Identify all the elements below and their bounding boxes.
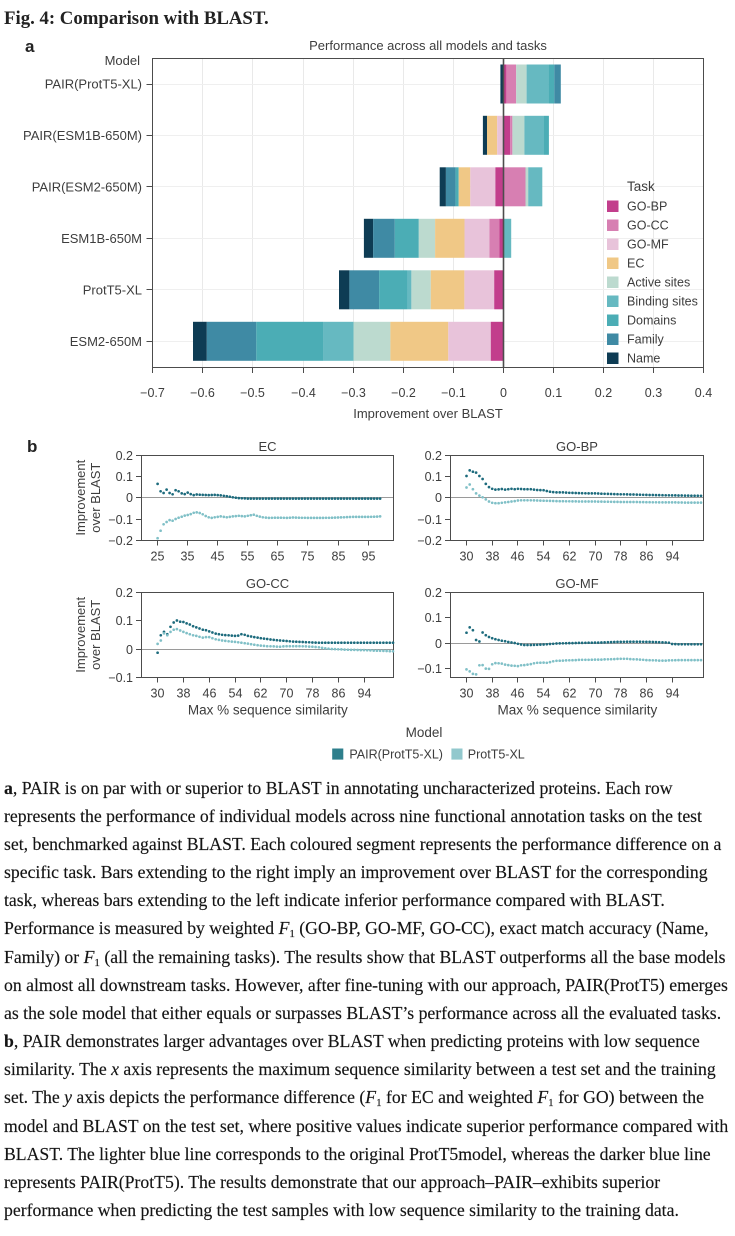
svg-text:−0.2: −0.2 bbox=[391, 386, 416, 400]
svg-text:GO-CC: GO-CC bbox=[246, 576, 289, 591]
svg-text:ProtT5-XL: ProtT5-XL bbox=[468, 747, 525, 761]
svg-text:−0.3: −0.3 bbox=[341, 386, 366, 400]
svg-text:0.4: 0.4 bbox=[695, 386, 712, 400]
svg-text:62: 62 bbox=[563, 550, 577, 564]
svg-text:35: 35 bbox=[181, 550, 195, 564]
svg-text:86: 86 bbox=[332, 687, 346, 701]
svg-text:−0.7: −0.7 bbox=[140, 386, 165, 400]
svg-text:0.1: 0.1 bbox=[425, 611, 442, 625]
svg-text:Domains: Domains bbox=[627, 314, 676, 328]
svg-text:Improvementover BLAST: Improvementover BLAST bbox=[73, 459, 103, 535]
svg-text:−0.2: −0.2 bbox=[417, 534, 442, 548]
svg-text:ESM2-650M: ESM2-650M bbox=[70, 334, 142, 349]
svg-text:30: 30 bbox=[460, 687, 474, 701]
svg-text:GO-BP: GO-BP bbox=[627, 200, 667, 214]
svg-text:Model: Model bbox=[105, 53, 141, 68]
svg-text:46: 46 bbox=[511, 550, 525, 564]
svg-text:0.2: 0.2 bbox=[425, 449, 442, 463]
svg-text:0.3: 0.3 bbox=[645, 386, 662, 400]
svg-text:−0.1: −0.1 bbox=[417, 662, 442, 676]
svg-text:Max % sequence similarity: Max % sequence similarity bbox=[497, 703, 657, 718]
svg-text:38: 38 bbox=[486, 687, 500, 701]
svg-text:0: 0 bbox=[126, 491, 133, 505]
svg-text:b: b bbox=[27, 437, 37, 456]
svg-text:46: 46 bbox=[203, 687, 217, 701]
svg-text:70: 70 bbox=[280, 687, 294, 701]
svg-text:78: 78 bbox=[614, 550, 628, 564]
svg-text:86: 86 bbox=[640, 550, 654, 564]
svg-text:0.2: 0.2 bbox=[116, 449, 133, 463]
svg-text:38: 38 bbox=[177, 687, 191, 701]
svg-text:62: 62 bbox=[563, 687, 577, 701]
svg-text:−0.5: −0.5 bbox=[240, 386, 265, 400]
svg-text:78: 78 bbox=[614, 687, 628, 701]
svg-text:−0.1: −0.1 bbox=[417, 513, 442, 527]
svg-text:62: 62 bbox=[254, 687, 268, 701]
svg-text:−0.2: −0.2 bbox=[108, 534, 133, 548]
svg-text:55: 55 bbox=[241, 550, 255, 564]
svg-text:65: 65 bbox=[271, 550, 285, 564]
svg-text:GO-MF: GO-MF bbox=[627, 238, 669, 252]
svg-text:Name: Name bbox=[627, 352, 660, 366]
svg-text:25: 25 bbox=[151, 550, 165, 564]
svg-text:Active sites: Active sites bbox=[627, 276, 690, 290]
svg-text:−0.1: −0.1 bbox=[108, 513, 133, 527]
svg-text:70: 70 bbox=[589, 687, 603, 701]
svg-text:94: 94 bbox=[666, 687, 680, 701]
svg-text:Model: Model bbox=[406, 725, 443, 740]
svg-text:0.1: 0.1 bbox=[116, 470, 133, 484]
svg-text:GO-BP: GO-BP bbox=[556, 439, 598, 454]
svg-text:0.1: 0.1 bbox=[116, 614, 133, 628]
svg-text:EC: EC bbox=[258, 439, 276, 454]
svg-text:0: 0 bbox=[500, 386, 507, 400]
svg-text:−0.6: −0.6 bbox=[190, 386, 215, 400]
svg-text:38: 38 bbox=[486, 550, 500, 564]
svg-text:46: 46 bbox=[511, 687, 525, 701]
svg-text:70: 70 bbox=[589, 550, 603, 564]
svg-text:−0.4: −0.4 bbox=[291, 386, 316, 400]
svg-text:86: 86 bbox=[640, 687, 654, 701]
svg-text:54: 54 bbox=[537, 687, 551, 701]
svg-text:0.1: 0.1 bbox=[545, 386, 562, 400]
svg-text:PAIR(ProtT5-XL): PAIR(ProtT5-XL) bbox=[45, 77, 142, 92]
svg-text:−0.1: −0.1 bbox=[441, 386, 466, 400]
svg-text:GO-CC: GO-CC bbox=[627, 219, 669, 233]
svg-text:0: 0 bbox=[435, 637, 442, 651]
svg-text:Max % sequence similarity: Max % sequence similarity bbox=[188, 703, 348, 718]
svg-text:ProtT5-XL: ProtT5-XL bbox=[83, 282, 142, 297]
svg-text:0.2: 0.2 bbox=[116, 586, 133, 600]
svg-text:GO-MF: GO-MF bbox=[555, 576, 598, 591]
svg-text:94: 94 bbox=[358, 687, 372, 701]
svg-text:PAIR(ESM1B-650M): PAIR(ESM1B-650M) bbox=[23, 128, 142, 143]
svg-text:54: 54 bbox=[537, 550, 551, 564]
svg-text:0: 0 bbox=[126, 643, 133, 657]
svg-text:a: a bbox=[25, 37, 35, 56]
svg-text:78: 78 bbox=[306, 687, 320, 701]
svg-text:75: 75 bbox=[301, 550, 315, 564]
svg-text:94: 94 bbox=[666, 550, 680, 564]
svg-text:PAIR(ESM2-650M): PAIR(ESM2-650M) bbox=[32, 179, 142, 194]
svg-text:Improvement over BLAST: Improvement over BLAST bbox=[353, 406, 503, 421]
svg-text:Family: Family bbox=[627, 333, 665, 347]
svg-text:95: 95 bbox=[362, 550, 376, 564]
svg-text:30: 30 bbox=[460, 550, 474, 564]
svg-text:EC: EC bbox=[627, 257, 644, 271]
svg-text:0.2: 0.2 bbox=[425, 586, 442, 600]
svg-text:Performance across all models: Performance across all models and tasks bbox=[309, 38, 547, 53]
svg-text:Task: Task bbox=[627, 179, 655, 194]
svg-text:−0.1: −0.1 bbox=[108, 671, 133, 685]
svg-text:0.2: 0.2 bbox=[595, 386, 612, 400]
svg-text:45: 45 bbox=[211, 550, 225, 564]
svg-text:0.1: 0.1 bbox=[425, 470, 442, 484]
svg-text:ESM1B-650M: ESM1B-650M bbox=[61, 231, 142, 246]
svg-text:PAIR(ProtT5-XL): PAIR(ProtT5-XL) bbox=[349, 747, 443, 761]
svg-text:85: 85 bbox=[332, 550, 346, 564]
svg-text:54: 54 bbox=[229, 687, 243, 701]
svg-text:Binding sites: Binding sites bbox=[627, 295, 698, 309]
svg-text:0: 0 bbox=[435, 491, 442, 505]
svg-text:Improvementover BLAST: Improvementover BLAST bbox=[73, 596, 103, 672]
svg-text:30: 30 bbox=[151, 687, 165, 701]
